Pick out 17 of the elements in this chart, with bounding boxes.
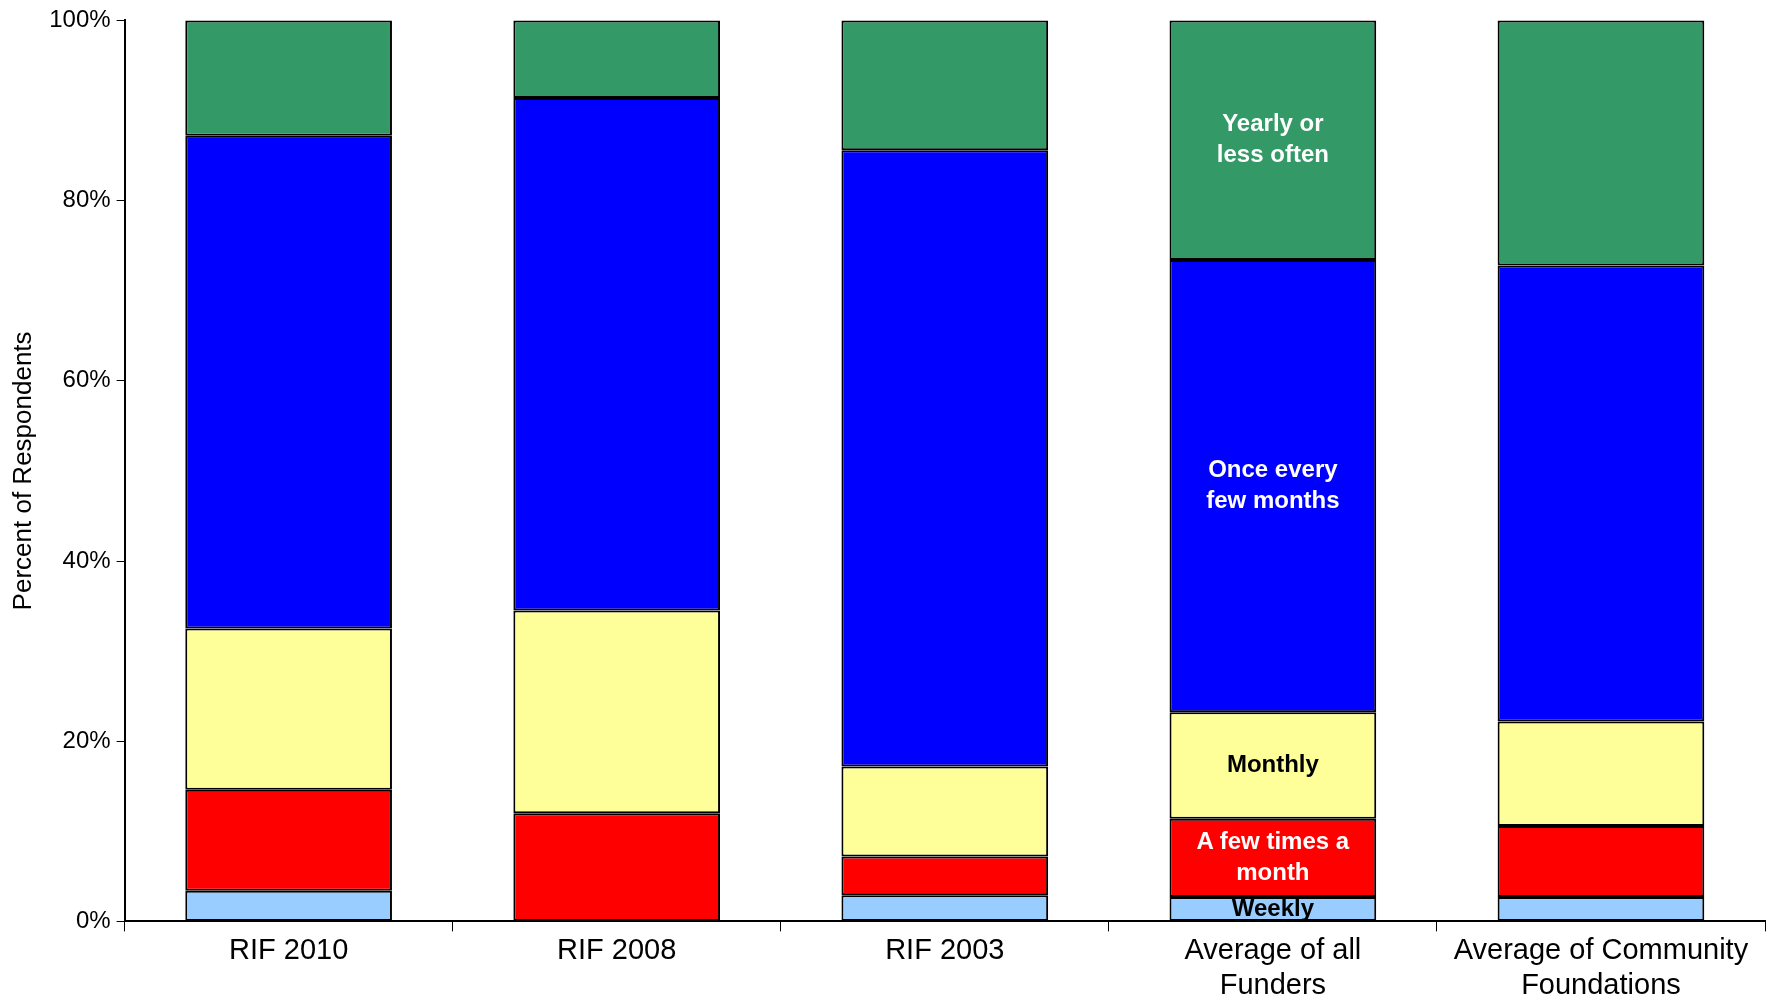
y-tick-label: 0% [75,906,111,934]
x-tick-label: RIF 2010 [228,932,349,965]
series-label: Weekly [1231,893,1315,921]
y-tick-label: 80% [62,185,111,213]
x-tick-label: Average of all Funders [1184,932,1362,1000]
y-axis-title: Percent of Respondents [6,331,37,611]
x-tick-label: RIF 2008 [557,932,677,965]
series-label: Monthly [1226,750,1320,778]
series-label: Once every few months [1206,455,1340,514]
x-tick-label: Average of Community Foundations [1453,932,1749,1000]
y-tick-label: 20% [62,725,111,753]
series-label: Yearly or less often [1216,109,1329,168]
y-tick-label: 60% [62,365,111,393]
y-tick-label: 40% [62,545,111,573]
y-tick-label: 100% [49,5,111,33]
x-tick-label: RIF 2003 [885,932,1005,965]
series-label: A few times a month [1196,827,1350,885]
